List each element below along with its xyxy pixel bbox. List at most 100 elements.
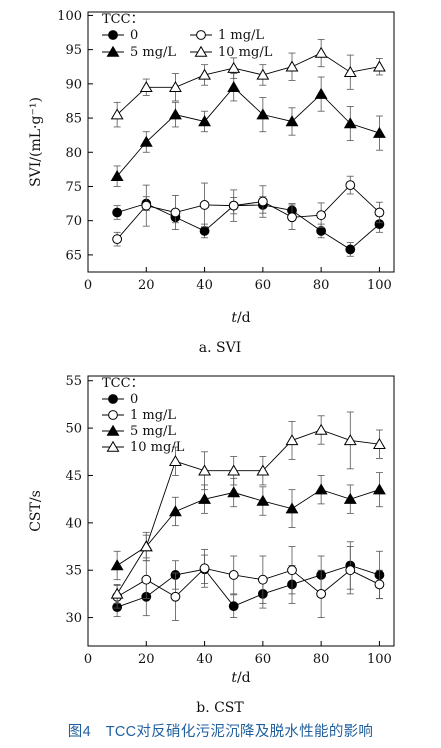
data-point xyxy=(227,464,241,476)
data-point xyxy=(228,601,239,612)
data-point xyxy=(168,505,182,517)
data-point xyxy=(372,483,386,495)
data-point xyxy=(285,115,299,127)
data-point xyxy=(141,574,152,585)
legend-marker xyxy=(106,440,120,452)
x-axis-label: t/d xyxy=(231,310,250,326)
data-point xyxy=(345,565,356,576)
data-point xyxy=(343,492,357,504)
legend-title: TCC： xyxy=(102,376,144,391)
series-svi-4 xyxy=(110,38,386,128)
x-tick-label: 60 xyxy=(255,278,272,293)
panel-caption: b. CST xyxy=(196,700,244,716)
data-point xyxy=(343,117,357,129)
data-point xyxy=(314,46,328,58)
legend-label: 5 mg/L xyxy=(130,424,176,439)
series-line xyxy=(116,489,380,566)
series-cst-3 xyxy=(110,472,386,581)
legend-entry: 5 mg/L xyxy=(102,424,176,439)
x-tick-label: 0 xyxy=(84,652,92,667)
y-tick-label: 70 xyxy=(65,214,82,229)
y-tick-label: 30 xyxy=(65,611,82,626)
x-tick-label: 40 xyxy=(196,278,213,293)
y-tick-label: 40 xyxy=(65,516,82,531)
data-point xyxy=(374,207,385,218)
plot-frame xyxy=(87,375,395,647)
data-point xyxy=(227,61,241,73)
x-tick-label: 40 xyxy=(196,652,213,667)
data-point xyxy=(112,207,123,218)
data-point xyxy=(110,169,124,181)
data-point xyxy=(228,200,239,211)
data-point xyxy=(374,579,385,590)
data-point xyxy=(198,68,212,80)
legend-marker xyxy=(106,45,120,57)
legend-entry: 10 mg/L xyxy=(102,440,185,455)
y-tick-label: 35 xyxy=(65,564,82,579)
data-point xyxy=(198,115,212,127)
data-point xyxy=(198,464,212,476)
data-point xyxy=(227,80,241,93)
data-point xyxy=(139,540,153,552)
data-point xyxy=(198,492,212,504)
series-svi-3 xyxy=(110,73,386,187)
series-line xyxy=(116,184,380,240)
series-line xyxy=(116,429,380,595)
data-point xyxy=(228,570,239,580)
data-point xyxy=(110,108,124,120)
legend-entry: 5 mg/L xyxy=(102,45,176,60)
chart-svi: 0 20 40 60 80 100 65 70 75 80 85 90 95 100 t/d SVI/(mL·… xyxy=(28,9,395,356)
data-point xyxy=(257,196,268,207)
data-point xyxy=(314,483,328,495)
data-point xyxy=(110,587,124,599)
data-point xyxy=(314,423,328,435)
data-point xyxy=(314,87,328,99)
data-point xyxy=(316,588,327,599)
legend-marker xyxy=(196,30,206,40)
series-line xyxy=(117,203,380,250)
series-cst-2 xyxy=(112,546,385,621)
data-point xyxy=(170,207,181,218)
series-svi-1 xyxy=(112,196,385,257)
y-tick-label: 65 xyxy=(65,248,82,263)
legend-marker xyxy=(108,30,118,40)
x-tick-label: 0 xyxy=(84,278,92,293)
x-tick-label: 80 xyxy=(313,652,330,667)
data-point xyxy=(285,434,299,446)
data-point xyxy=(287,212,297,223)
x-tick-label: 80 xyxy=(313,278,330,293)
data-point xyxy=(285,60,299,72)
y-tick-label: 75 xyxy=(65,180,82,195)
legend-svi: TCC：0 1 mg/L 5 mg/L 10 mg/L xyxy=(102,12,273,60)
data-point xyxy=(168,108,182,120)
data-point xyxy=(372,60,386,72)
legend-cst: TCC：01 mg/L5 mg/L10 mg/L xyxy=(102,376,185,455)
legend-label: 5 mg/L xyxy=(130,45,176,60)
data-point xyxy=(199,226,210,236)
x-tick-label: 20 xyxy=(138,652,155,667)
series-cst-1 xyxy=(112,541,385,618)
legend-marker xyxy=(194,45,208,57)
data-point xyxy=(372,437,386,449)
x-tick-label: 100 xyxy=(367,278,392,293)
data-point xyxy=(139,80,153,93)
y-tick-label: 90 xyxy=(65,77,82,92)
series-line xyxy=(116,565,380,608)
data-point xyxy=(227,486,241,498)
data-point xyxy=(345,180,356,191)
y-tick-label: 100 xyxy=(57,9,82,24)
data-point xyxy=(285,502,299,514)
x-tick-label: 100 xyxy=(367,652,392,667)
series-cst-4 xyxy=(110,411,386,604)
data-point xyxy=(199,563,210,574)
x-axis-label: t/d xyxy=(231,670,250,686)
series-line xyxy=(116,52,380,115)
data-point xyxy=(141,200,152,211)
y-tick-label: 80 xyxy=(65,146,82,161)
data-point xyxy=(199,200,210,210)
data-point xyxy=(287,565,297,576)
legend-entry: 1 mg/L xyxy=(190,28,264,43)
y-axis-label: SVI/(mL·g⁻¹) xyxy=(28,97,44,187)
